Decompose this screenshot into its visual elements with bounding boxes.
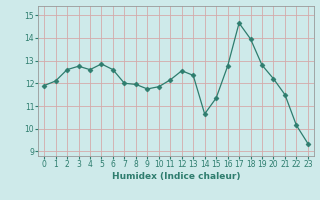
X-axis label: Humidex (Indice chaleur): Humidex (Indice chaleur) <box>112 172 240 181</box>
